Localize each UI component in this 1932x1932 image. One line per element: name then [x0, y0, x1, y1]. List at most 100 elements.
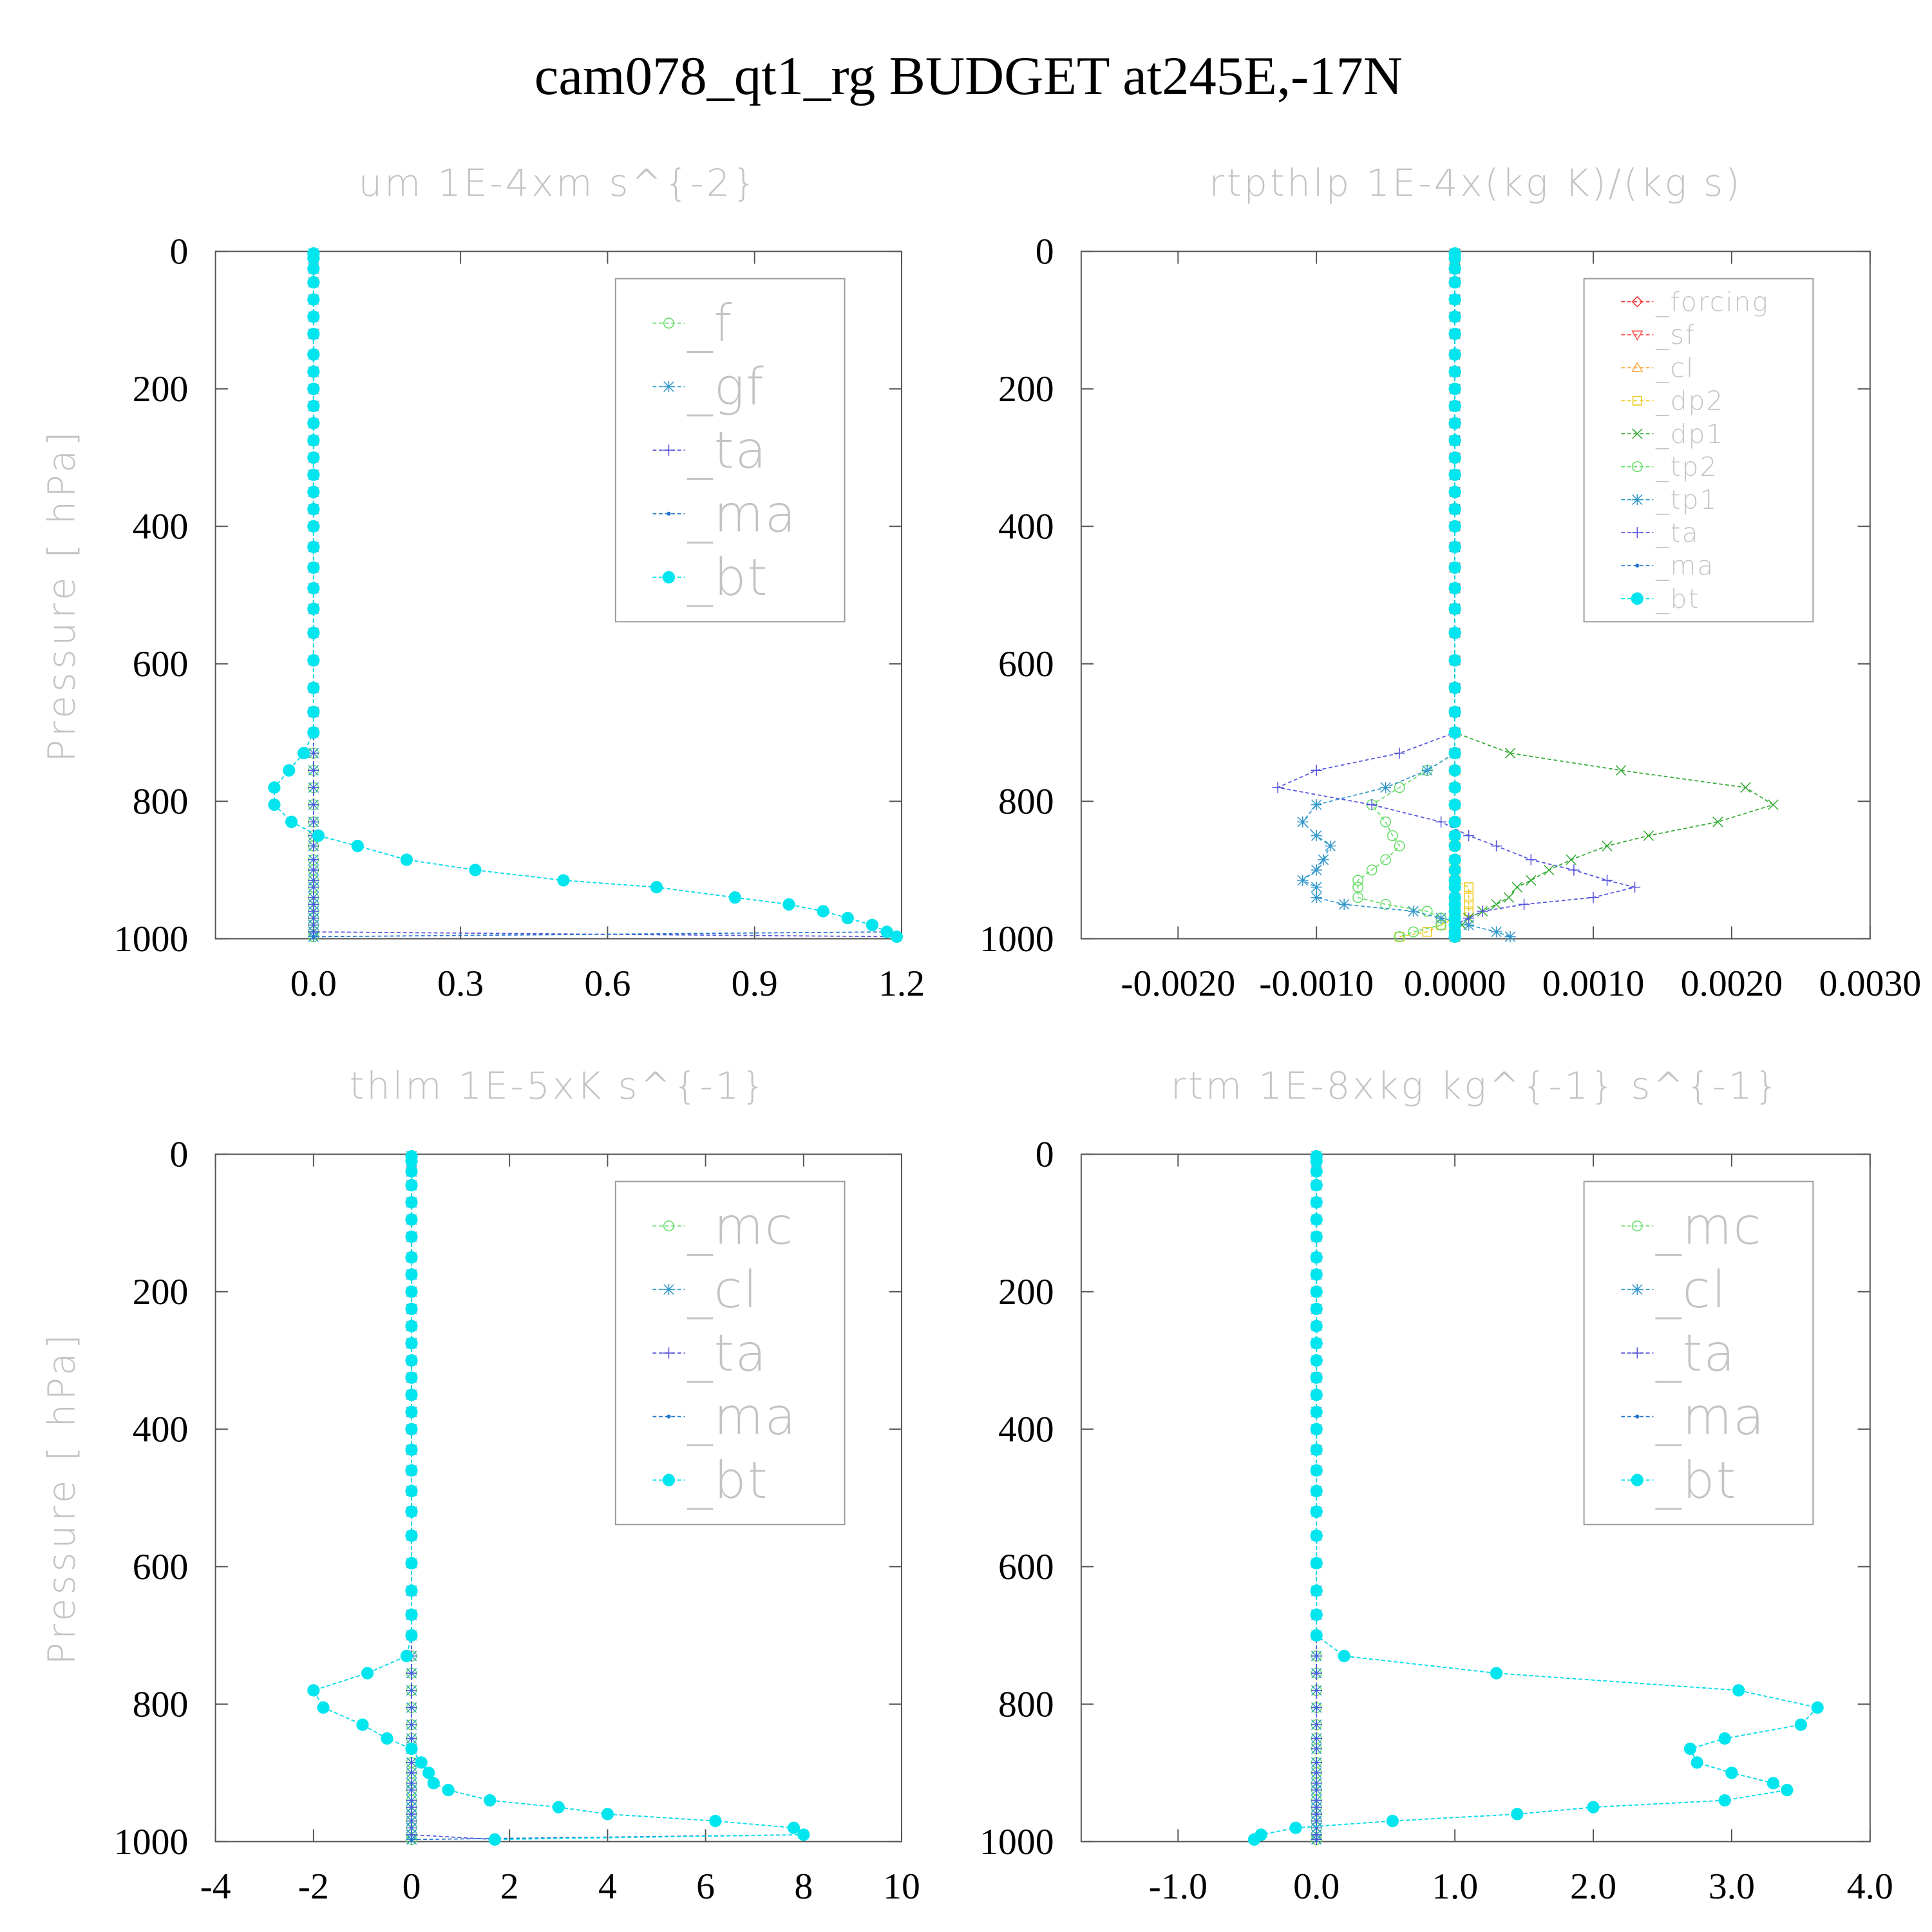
marker	[1310, 1320, 1323, 1332]
y-tick-label: 0	[169, 232, 188, 272]
marker	[1310, 1629, 1323, 1642]
x-tick-label: -2	[298, 1866, 329, 1907]
marker	[1448, 434, 1461, 447]
marker	[663, 444, 675, 456]
marker	[1448, 276, 1461, 289]
marker	[1448, 451, 1461, 464]
legend-label: _mc	[687, 1197, 793, 1256]
marker	[1310, 1371, 1323, 1384]
marker	[381, 1732, 393, 1745]
marker	[405, 1584, 418, 1597]
marker	[1448, 726, 1461, 739]
marker	[1448, 764, 1461, 777]
marker	[662, 571, 676, 583]
marker	[1631, 1347, 1643, 1359]
marker	[1435, 816, 1447, 828]
marker	[307, 434, 320, 447]
marker	[405, 1285, 418, 1298]
marker	[307, 276, 320, 289]
x-tick-label: 0.0030	[1819, 963, 1922, 1004]
marker	[1311, 1833, 1322, 1846]
subplot-title: um 1E-4xm s^{-2}	[359, 161, 759, 205]
marker	[1504, 931, 1516, 943]
marker	[1407, 905, 1419, 917]
marker	[1781, 1783, 1794, 1797]
marker	[557, 874, 570, 887]
marker	[1712, 817, 1723, 828]
marker	[1448, 602, 1461, 615]
marker	[311, 934, 316, 939]
marker	[405, 1337, 418, 1350]
subplot-title: rtm 1E-8xkg kg^{-1} s^{-1}	[1171, 1064, 1781, 1108]
marker	[1394, 931, 1405, 942]
marker	[1297, 816, 1309, 828]
marker	[663, 381, 675, 393]
y-tick-label: 400	[133, 507, 189, 547]
y-tick-label: 800	[998, 1684, 1054, 1725]
legend-label: _ma	[687, 1387, 797, 1446]
marker	[1643, 830, 1654, 841]
x-tick-label: 0.0	[1293, 1866, 1340, 1907]
marker	[1448, 582, 1461, 594]
marker	[405, 1213, 418, 1226]
marker	[1448, 930, 1461, 943]
marker	[308, 864, 319, 876]
marker	[1631, 1220, 1643, 1232]
marker	[1448, 681, 1461, 694]
marker	[1318, 854, 1329, 866]
marker	[1732, 1684, 1745, 1697]
marker	[1386, 1814, 1399, 1828]
x-tick-label: 0.6	[584, 963, 630, 1004]
marker	[1380, 816, 1392, 828]
marker	[1632, 428, 1643, 439]
marker	[405, 1165, 418, 1178]
legend-label: _bt	[1655, 583, 1700, 614]
marker	[1602, 840, 1613, 851]
marker	[1311, 1667, 1322, 1679]
marker	[1310, 1584, 1323, 1597]
marker	[1310, 1388, 1323, 1401]
marker	[1435, 913, 1447, 924]
marker	[1310, 1443, 1323, 1456]
marker	[1631, 527, 1643, 538]
marker	[405, 1196, 418, 1209]
marker	[1448, 561, 1461, 574]
marker	[307, 726, 320, 739]
marker	[1366, 799, 1378, 811]
marker	[1587, 1801, 1600, 1814]
marker	[1311, 764, 1322, 776]
series-line	[411, 1156, 495, 1841]
marker	[1310, 1251, 1323, 1264]
y-tick-label: 800	[133, 781, 189, 822]
marker	[1310, 1155, 1323, 1168]
marker	[469, 864, 482, 876]
marker	[307, 705, 320, 719]
marker	[427, 1777, 440, 1790]
marker	[405, 1423, 418, 1435]
marker	[307, 365, 320, 378]
marker	[1718, 1732, 1731, 1745]
marker	[1448, 383, 1461, 395]
marker	[406, 1719, 417, 1730]
marker	[1394, 747, 1405, 759]
marker	[1511, 1808, 1524, 1821]
marker	[1448, 746, 1461, 760]
marker	[709, 1814, 722, 1828]
marker	[308, 881, 319, 893]
marker	[307, 417, 320, 430]
marker	[1289, 1821, 1302, 1834]
marker	[1311, 1743, 1322, 1755]
marker	[1448, 654, 1461, 667]
marker	[308, 799, 319, 811]
marker	[1690, 1756, 1703, 1769]
y-tick-label: 400	[998, 507, 1054, 547]
marker	[1310, 1464, 1323, 1477]
marker	[405, 1608, 418, 1622]
legend-label: _mc	[1655, 1197, 1762, 1256]
marker	[307, 262, 320, 275]
marker	[307, 486, 320, 498]
marker	[817, 905, 829, 918]
legend-label: _bt	[1655, 1451, 1737, 1510]
marker	[1631, 592, 1643, 605]
marker	[880, 925, 893, 938]
